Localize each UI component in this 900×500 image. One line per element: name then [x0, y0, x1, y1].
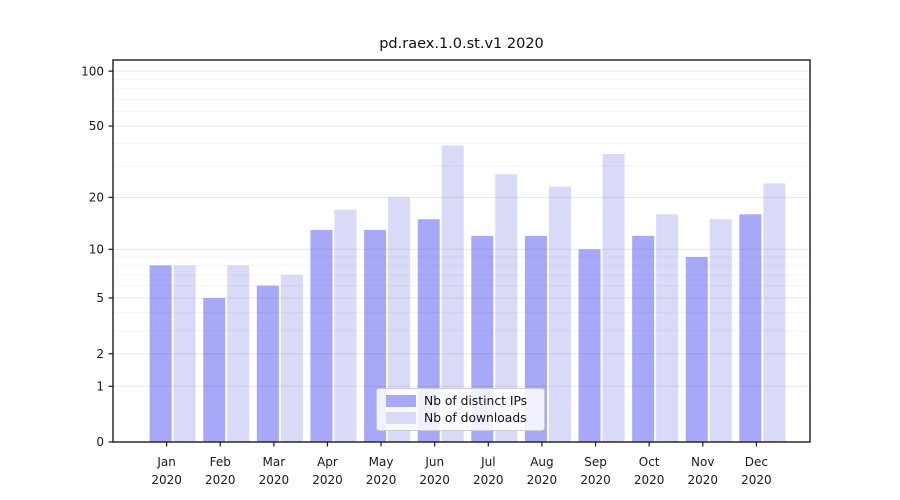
- x-tick-label-year: 2020: [741, 473, 772, 487]
- bar-downloads-Nov: [709, 219, 732, 442]
- legend-swatch-distinct-ips: [386, 395, 416, 407]
- legend-item: Nb of distinct IPs: [386, 394, 544, 408]
- bar-downloads-Apr: [334, 209, 357, 442]
- bar-distinct-ips-Sep: [578, 249, 601, 442]
- x-tick-label-year: 2020: [419, 473, 450, 487]
- x-tick-label-month: Feb: [210, 455, 231, 469]
- bar-distinct-ips-Jun: [417, 219, 440, 442]
- bar-downloads-Oct: [656, 214, 679, 442]
- y-tick-label: 5: [96, 291, 104, 305]
- plot-border: [112, 59, 811, 443]
- bar-distinct-ips-Oct: [632, 235, 655, 442]
- bar-distinct-ips-Mar: [256, 285, 279, 442]
- bar-distinct-ips-Jan: [149, 265, 172, 442]
- x-tick-label-month: Sep: [584, 455, 607, 469]
- bar-downloads-Aug: [548, 186, 571, 442]
- x-tick-label-year: 2020: [366, 473, 397, 487]
- x-tick-label-year: 2020: [205, 473, 236, 487]
- y-tick-label: 50: [89, 119, 104, 133]
- y-tick-label: 10: [89, 243, 104, 257]
- y-tick-label: 20: [89, 191, 104, 205]
- bar-downloads-Feb: [227, 265, 250, 442]
- bar-downloads-Mar: [280, 274, 303, 442]
- x-tick-label-month: May: [369, 455, 394, 469]
- x-tick-label-year: 2020: [634, 473, 665, 487]
- bar-downloads-Jan: [173, 265, 196, 442]
- legend-label: Nb of downloads: [424, 411, 527, 425]
- bar-downloads-May: [388, 197, 411, 442]
- x-tick-label-month: Dec: [745, 455, 768, 469]
- x-tick-label-month: Nov: [691, 455, 714, 469]
- x-tick-label-month: Aug: [530, 455, 553, 469]
- bar-downloads-Sep: [602, 154, 625, 443]
- bar-downloads-Jul: [495, 174, 518, 442]
- x-tick-label-year: 2020: [580, 473, 611, 487]
- x-tick-label-year: 2020: [687, 473, 718, 487]
- bar-downloads-Dec: [763, 183, 786, 442]
- legend-label: Nb of distinct IPs: [424, 394, 528, 408]
- x-tick-label-year: 2020: [151, 473, 182, 487]
- bar-distinct-ips-Nov: [685, 256, 708, 442]
- y-tick-label: 0: [96, 435, 104, 449]
- x-tick-label-month: Mar: [263, 455, 286, 469]
- x-tick-label-year: 2020: [527, 473, 558, 487]
- x-tick-label-year: 2020: [312, 473, 343, 487]
- x-tick-label-month: Apr: [317, 455, 338, 469]
- bar-distinct-ips-Feb: [203, 298, 226, 442]
- legend-item: Nb of downloads: [386, 411, 544, 425]
- chart-title: pd.raex.1.0.st.v1 2020: [379, 36, 544, 52]
- bar-distinct-ips-Apr: [310, 229, 333, 442]
- x-tick-label-year: 2020: [473, 473, 504, 487]
- x-tick-label-year: 2020: [259, 473, 290, 487]
- x-tick-label-month: Oct: [639, 455, 660, 469]
- bar-distinct-ips-Dec: [739, 214, 762, 442]
- y-tick-label: 100: [81, 64, 104, 78]
- x-tick-label-month: Jun: [424, 455, 444, 469]
- x-tick-label-month: Jul: [480, 455, 495, 469]
- y-tick-label: 1: [96, 379, 104, 393]
- x-tick-label-month: Jan: [156, 455, 176, 469]
- legend-swatch-downloads: [386, 412, 416, 424]
- legend: Nb of distinct IPs Nb of downloads: [376, 388, 545, 431]
- bar-downloads-Jun: [441, 145, 464, 442]
- y-tick-label: 2: [96, 347, 104, 361]
